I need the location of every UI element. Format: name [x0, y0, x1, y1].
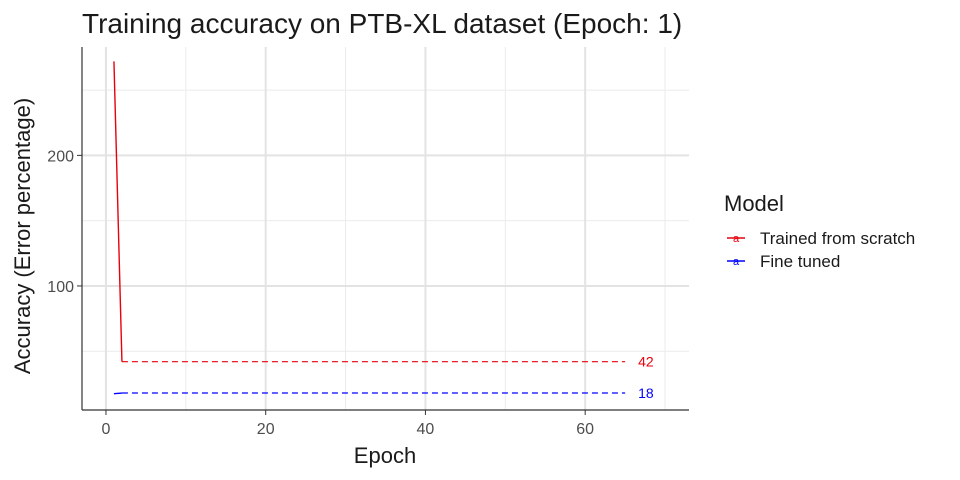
y-tick-label: 200	[47, 148, 74, 165]
x-axis-ticks: 0 20 40 60	[102, 410, 594, 438]
x-tick-label: 0	[102, 421, 111, 438]
series-1: 42	[113, 61, 654, 370]
x-tick-label: 60	[576, 421, 594, 438]
legend-item: a Fine tuned	[727, 252, 840, 271]
series-end-label: 18	[638, 385, 654, 401]
y-axis-title: Accuracy (Error percentage)	[10, 98, 35, 374]
series-layer: 42 18	[113, 61, 654, 401]
legend-key-glyph: a	[733, 256, 740, 268]
x-tick-label: 20	[257, 421, 275, 438]
series-end-label: 42	[638, 354, 654, 370]
x-axis-title: Epoch	[354, 443, 416, 468]
legend: Model a Trained from scratch a Fine tuned	[724, 191, 915, 271]
grid-major	[82, 47, 689, 410]
x-tick-label: 40	[417, 421, 435, 438]
legend-label: Fine tuned	[760, 252, 840, 271]
legend-title: Model	[724, 191, 784, 216]
y-tick-label: 100	[47, 279, 74, 296]
legend-label: Trained from scratch	[760, 229, 915, 248]
chart-title: Training accuracy on PTB-XL dataset (Epo…	[82, 8, 682, 39]
series-line-solid	[113, 392, 122, 395]
y-axis-ticks: 100 200	[47, 148, 82, 296]
grid-minor	[82, 47, 689, 410]
legend-items: a Trained from scratch a Fine tuned	[727, 229, 915, 271]
legend-item: a Trained from scratch	[727, 229, 915, 248]
series-line-solid	[113, 61, 123, 362]
series-2: 18	[113, 385, 654, 401]
legend-key-glyph: a	[733, 233, 740, 245]
